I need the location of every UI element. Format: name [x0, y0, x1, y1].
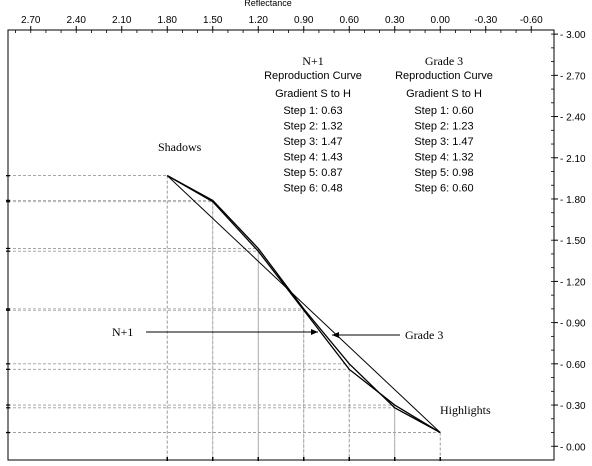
n1-info-step: Step 4: 1.43: [283, 152, 342, 164]
x-tick-label: 2.40: [67, 15, 87, 26]
grade3-info-step: Step 1: 0.60: [414, 105, 473, 117]
grade3-info-title: Grade 3: [425, 54, 463, 68]
grade3-info-step: Step 2: 1.23: [414, 121, 473, 133]
grade3-arrow-label: Grade 3: [405, 328, 443, 342]
x-tick-label: 0.90: [294, 15, 314, 26]
series-grade3-line: [166, 175, 441, 434]
grade3-info-step: Step 3: 1.47: [414, 136, 473, 148]
n1-info-step: Step 1: 0.63: [283, 105, 342, 117]
series-n1-line: [166, 175, 441, 434]
x-tick-label: 1.80: [158, 15, 178, 26]
grade3-info-step: Step 5: 0.98: [414, 167, 473, 179]
y-tick-label: - 2.40: [560, 113, 586, 124]
y-tick-label: - 1.80: [560, 195, 586, 206]
x-tick-label: -0.60: [520, 15, 543, 26]
y-tick-label: - 0.30: [560, 401, 586, 412]
x-tick-label: 0.00: [431, 15, 451, 26]
n1-info-step: Step 5: 0.87: [283, 167, 342, 179]
x-tick-label: 1.50: [203, 15, 223, 26]
x-tick-label: 2.70: [21, 15, 41, 26]
series-reference-line: [166, 175, 441, 433]
x-tick-label: 2.10: [112, 15, 132, 26]
y-tick-label: - 1.20: [560, 277, 586, 288]
n1-info-subtitle: Reproduction Curve: [264, 70, 362, 82]
y-tick-label: - 0.90: [560, 319, 586, 330]
grade3-info-subtitle: Reproduction Curve: [395, 70, 493, 82]
y-tick-label: - 2.10: [560, 154, 586, 165]
grade3-info: Grade 3 Reproduction Curve Gradient S to H…: [395, 54, 493, 195]
n1-info-gradient-title: Gradient S to H: [275, 88, 351, 100]
grade3-info-step: Step 4: 1.32: [414, 152, 473, 164]
n1-arrow-label: N+1: [112, 325, 133, 339]
highlights-label: Highlights: [440, 403, 491, 417]
x-axis-title: Reflectance: [244, 0, 292, 8]
plot-border: [7, 29, 555, 461]
n1-info: N+1 Reproduction Curve Gradient S to H Step…: [264, 54, 362, 195]
guide-lines: [6, 175, 441, 460]
y-tick-label: - 0.60: [560, 360, 586, 371]
y-tick-label: - 0.00: [560, 442, 586, 453]
x-tick-label: 0.30: [385, 15, 405, 26]
annotations: N+1 Reproduction Curve Gradient S to H Step…: [112, 54, 493, 417]
x-tick-label: -0.30: [474, 15, 497, 26]
x-tick-label: 1.20: [249, 15, 269, 26]
axis-ticks: 2.70 2.40 2.10 1.80 1.50 1.20 0.90 0.60 0.30 0.00…: [15, 15, 586, 461]
n1-info-step: Step 3: 1.47: [283, 136, 342, 148]
plot-frame: [7, 29, 555, 461]
y-tick-label: - 1.50: [560, 236, 586, 247]
y-tick-label: - 2.70: [560, 71, 586, 82]
y-tick-label: - 3.00: [560, 30, 586, 41]
grade3-info-gradient-title: Gradient S to H: [406, 88, 482, 100]
shadows-label: Shadows: [158, 140, 202, 154]
grade3-info-step: Step 6: 0.60: [414, 183, 473, 195]
n1-info-title: N+1: [302, 54, 323, 68]
x-tick-label: 0.60: [340, 15, 360, 26]
n1-info-step: Step 6: 0.48: [283, 183, 342, 195]
n1-info-step: Step 2: 1.32: [283, 121, 342, 133]
series-lines: [166, 175, 441, 434]
